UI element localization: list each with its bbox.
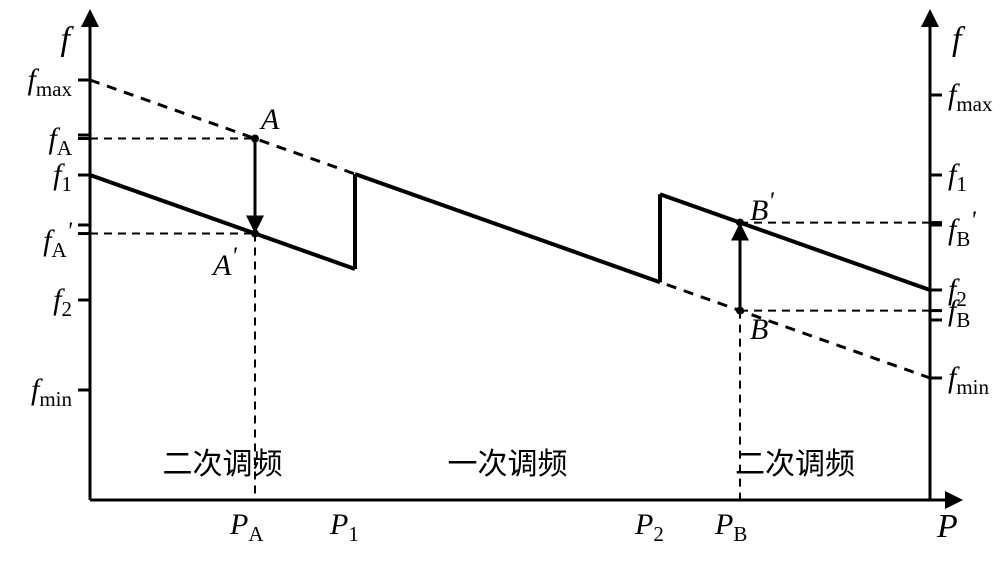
label-P2: P2 — [635, 510, 664, 545]
label-fmin-left: fmin — [31, 375, 72, 410]
label-PB: PB — [715, 510, 747, 545]
label-fA-left: fA — [48, 124, 72, 159]
label-fB-right: fB — [948, 296, 970, 331]
label-region-right: 二次调频 — [735, 450, 855, 480]
label-fmax-left: fmax — [28, 65, 73, 100]
label-fmax-right: fmax — [948, 80, 993, 115]
label-f-left: f — [61, 23, 70, 57]
label-PA: PA — [230, 510, 264, 545]
label-f-right: f — [952, 23, 961, 57]
chart-svg — [0, 0, 1000, 582]
label-f2-left: f2 — [53, 285, 72, 320]
label-f1-right: f1 — [948, 160, 967, 195]
label-point-Bprime: B' — [750, 189, 774, 226]
label-fBprime-right: fB' — [948, 208, 976, 250]
label-point-B: B — [750, 315, 768, 345]
frequency-power-diagram: f fmax fA f1 fA' f2 fmin f fmax f1 fB' f… — [0, 0, 1000, 582]
label-P1: P1 — [330, 510, 359, 545]
label-point-A: A — [261, 105, 279, 135]
label-fAprime-left: fA' — [43, 219, 72, 261]
label-region-mid: 一次调频 — [448, 450, 568, 480]
label-f1-left: f1 — [53, 160, 72, 195]
label-fmin-right: fmin — [948, 363, 989, 398]
label-point-Aprime: A' — [213, 244, 237, 281]
label-P-axis: P — [937, 510, 958, 544]
label-region-left: 二次调频 — [163, 450, 283, 480]
